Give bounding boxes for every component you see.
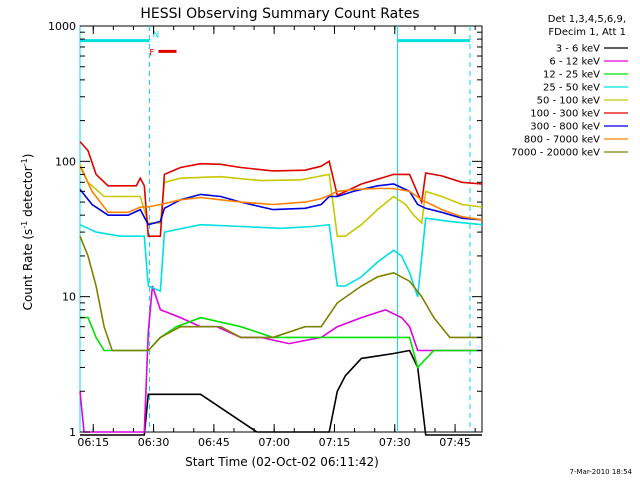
y-tick-label-1: 10 bbox=[62, 291, 76, 304]
plot-area: NF bbox=[79, 25, 483, 436]
legend-label-4: 50 - 100 keV bbox=[537, 96, 601, 107]
x-axis: 06:15 06:30 06:45 07:00 07:15 07:30 07:45 bbox=[77, 26, 476, 449]
series-line-4 bbox=[79, 163, 483, 237]
y-axis-label-end: ) bbox=[21, 154, 35, 159]
legend-label-1: 6 - 12 keV bbox=[549, 57, 600, 68]
y-tick-label-2: 100 bbox=[55, 155, 76, 168]
series-line-8 bbox=[79, 235, 482, 352]
x-tick-label-4: 07:15 bbox=[319, 436, 351, 449]
flag-label-N: N bbox=[153, 31, 160, 41]
y-axis-label-main: Count Rate (s bbox=[21, 229, 35, 311]
chart-title: HESSI Observing Summary Count Rates bbox=[140, 6, 419, 22]
legend-label-7: 800 - 7000 keV bbox=[524, 135, 600, 146]
y-axis-label: Count Rate (s-1 detector-1) bbox=[20, 154, 35, 311]
series-line-3 bbox=[79, 217, 483, 297]
x-tick-label-0: 06:15 bbox=[77, 436, 109, 449]
y-axis: 1 10 100 1000 bbox=[48, 20, 482, 439]
series-line-6 bbox=[79, 183, 483, 226]
timestamp: 7-Mar-2010 18:54 bbox=[569, 468, 632, 476]
y-axis-label-mid: detector bbox=[21, 166, 35, 221]
legend-label-5: 100 - 300 keV bbox=[530, 109, 600, 120]
y-tick-label-0: 1 bbox=[69, 426, 76, 439]
legend-label-8: 7000 - 20000 keV bbox=[511, 148, 600, 159]
x-tick-label-6: 07:45 bbox=[439, 436, 471, 449]
y-axis-label-sup2: -1 bbox=[20, 158, 29, 166]
series-line-1 bbox=[79, 285, 482, 433]
legend-header-1: FDecim 1, Att 1 bbox=[548, 27, 626, 38]
x-tick-label-1: 06:30 bbox=[138, 436, 170, 449]
legend-label-6: 300 - 800 keV bbox=[530, 122, 600, 133]
flag-label-F: F bbox=[149, 48, 154, 58]
y-tick-label-3: 1000 bbox=[48, 20, 76, 33]
legend-label-3: 25 - 50 keV bbox=[543, 83, 600, 94]
x-axis-label: Start Time (02-Oct-02 06:11:42) bbox=[185, 455, 379, 469]
x-tick-label-5: 07:30 bbox=[379, 436, 411, 449]
legend: Det 1,3,4,5,6,9, FDecim 1, Att 1 3 - 6 keV… bbox=[511, 14, 628, 159]
legend-label-2: 12 - 25 keV bbox=[543, 70, 600, 81]
x-tick-label-2: 06:45 bbox=[198, 436, 230, 449]
legend-label-0: 3 - 6 keV bbox=[556, 44, 600, 55]
series-line-7 bbox=[79, 165, 483, 221]
x-tick-label-3: 07:00 bbox=[258, 436, 290, 449]
y-axis-label-sup1: -1 bbox=[20, 221, 29, 229]
legend-header-0: Det 1,3,4,5,6,9, bbox=[548, 14, 626, 25]
